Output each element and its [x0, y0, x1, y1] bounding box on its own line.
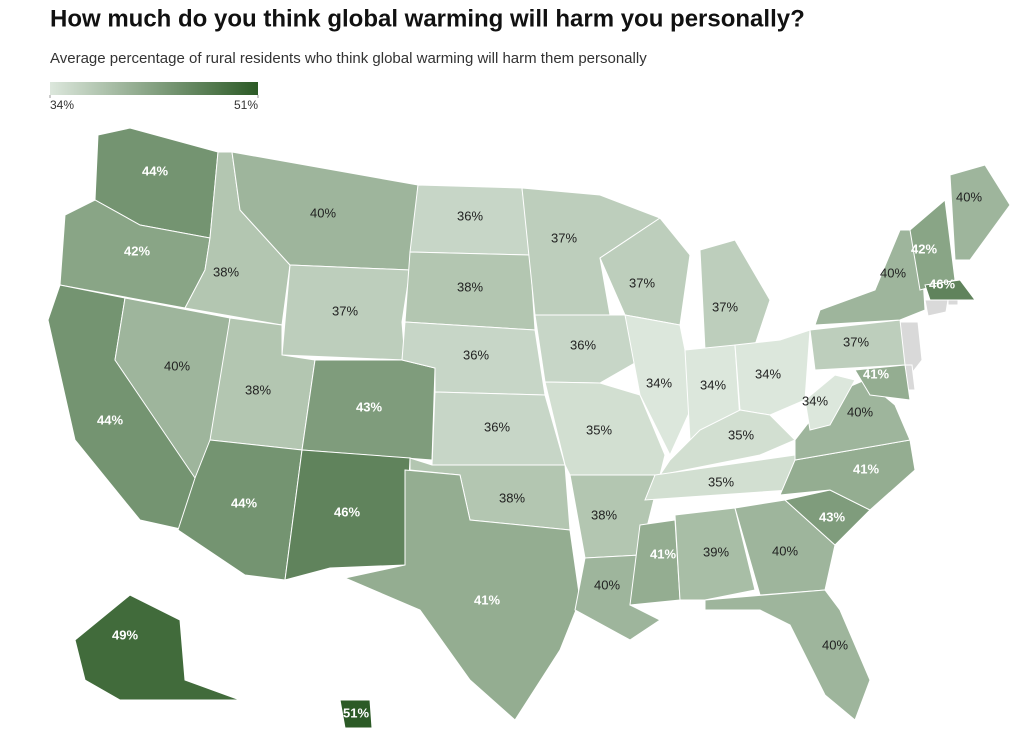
state-label: 36% — [457, 208, 483, 223]
state-label: 44% — [97, 412, 123, 427]
state — [909, 199, 956, 291]
state-label: 37% — [712, 299, 738, 314]
legend-label: 34% — [50, 98, 74, 112]
state — [949, 164, 1011, 261]
state — [704, 589, 871, 721]
state-label: 40% — [956, 189, 982, 204]
state-label: 34% — [700, 377, 726, 392]
state — [339, 699, 373, 729]
state-label: 36% — [570, 337, 596, 352]
state — [74, 594, 241, 701]
state-label: 46% — [334, 504, 360, 519]
state-label: 35% — [708, 474, 734, 489]
state-label: 37% — [551, 230, 577, 245]
state-label: 38% — [245, 382, 271, 397]
state — [624, 314, 696, 457]
state-label: 40% — [880, 265, 906, 280]
state-label: 44% — [231, 495, 257, 510]
state-label: 40% — [772, 543, 798, 558]
state-label: 38% — [591, 507, 617, 522]
state-label: 34% — [802, 393, 828, 408]
state-label: 36% — [463, 347, 489, 362]
state-label: 42% — [124, 243, 150, 258]
state — [599, 217, 691, 326]
map-title: How much do you think global warming wil… — [50, 5, 805, 32]
state-label: 40% — [847, 404, 873, 419]
state-label: 41% — [863, 366, 889, 381]
state-label: 35% — [728, 427, 754, 442]
state-label: 40% — [594, 577, 620, 592]
state-label: 46% — [929, 276, 955, 291]
state-label: 37% — [843, 334, 869, 349]
state — [814, 229, 926, 326]
state-label: 40% — [822, 637, 848, 652]
state-label: 41% — [650, 546, 676, 561]
state — [804, 374, 856, 431]
state-label: 40% — [164, 358, 190, 373]
map-subtitle: Average percentage of rural residents wh… — [50, 50, 647, 67]
state — [284, 449, 411, 581]
state-label: 37% — [629, 275, 655, 290]
state-label: 41% — [474, 592, 500, 607]
state — [699, 239, 771, 351]
state-label: 43% — [819, 509, 845, 524]
state-label: 44% — [142, 163, 168, 178]
no-data-state — [924, 299, 949, 317]
state-label: 51% — [343, 705, 369, 720]
state-label: 38% — [213, 264, 239, 279]
state-label: 35% — [586, 422, 612, 437]
state-label: 41% — [853, 461, 879, 476]
state-label: 36% — [484, 419, 510, 434]
state — [343, 469, 581, 721]
state-label: 38% — [457, 279, 483, 294]
state-label: 42% — [911, 241, 937, 256]
state — [544, 381, 666, 476]
state — [924, 279, 976, 301]
state — [674, 507, 756, 601]
legend-label: 51% — [234, 98, 258, 112]
state-label: 34% — [755, 366, 781, 381]
state-label: 39% — [703, 544, 729, 559]
state-label: 34% — [646, 375, 672, 390]
state — [734, 499, 836, 596]
state — [534, 314, 641, 384]
state-label: 49% — [112, 627, 138, 642]
state-label: 37% — [332, 303, 358, 318]
state-label: 38% — [499, 490, 525, 505]
legend-gradient — [50, 82, 258, 95]
state-label: 43% — [356, 399, 382, 414]
state — [854, 364, 911, 401]
state-label: 40% — [310, 205, 336, 220]
state — [301, 359, 436, 461]
